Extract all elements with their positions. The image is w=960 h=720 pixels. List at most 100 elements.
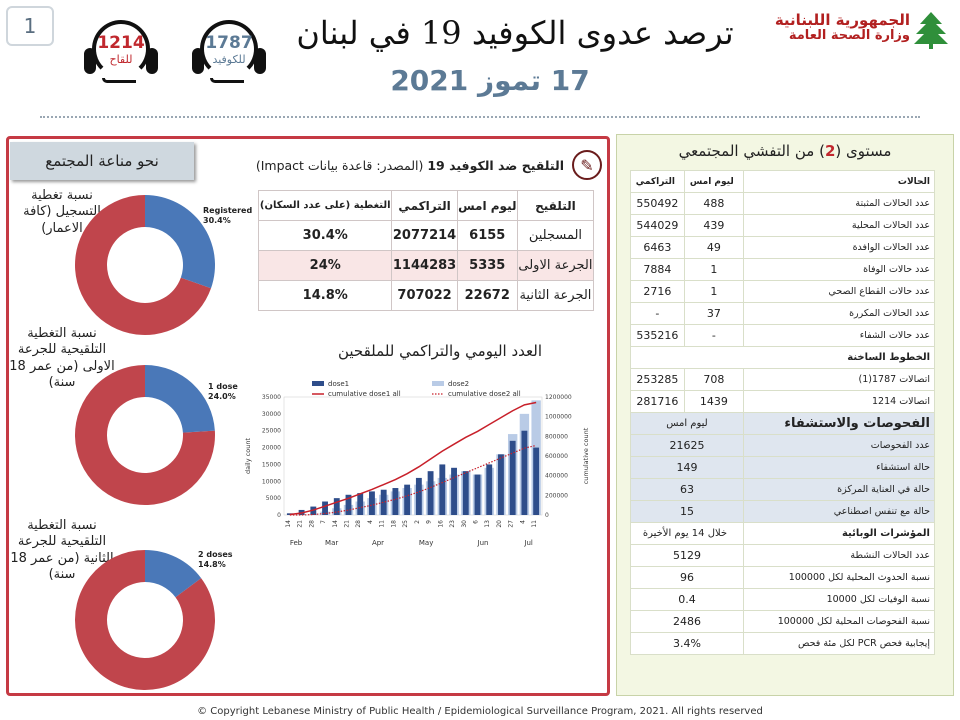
- donut-remaining-slice: [75, 550, 215, 690]
- covid-hotline-badge: 1787 للكوفيد: [182, 14, 276, 90]
- y-axis-left-label: daily count: [244, 438, 252, 474]
- x-day-tick: 28: [355, 520, 362, 528]
- legend-cum1-label: cumulative dose1 all: [328, 390, 401, 398]
- y-tick-right: 1000000: [545, 414, 572, 421]
- syringe-icon: ✎: [572, 150, 602, 180]
- y-tick-left: 10000: [262, 478, 281, 485]
- x-day-tick: 21: [344, 520, 351, 528]
- x-day-tick: 13: [484, 520, 491, 528]
- dose1-bar: [427, 471, 434, 515]
- dose1-bar: [533, 447, 540, 515]
- table-row: نسبة الحدوث المحلية لكل 100000 96: [630, 566, 936, 589]
- x-day-tick: 11: [379, 520, 386, 528]
- y-tick-right: 0: [545, 512, 549, 519]
- legend-dose2-label: dose2: [448, 380, 469, 388]
- table-row: عدد حالات الوفاة 1 7884: [630, 258, 936, 281]
- dose1-bar: [380, 489, 387, 515]
- y-tick-left: 30000: [262, 411, 281, 418]
- y-tick-right: 400000: [545, 473, 568, 480]
- dose1-donut-label: 1 dose 24.0%: [208, 382, 238, 402]
- community-immunity-label: نحو مناعة المجتمع: [10, 142, 194, 180]
- copyright-footer: © Copyright Lebanese Ministry of Public …: [197, 706, 763, 717]
- x-day-tick: 18: [390, 520, 397, 528]
- x-day-tick: 28: [308, 520, 315, 528]
- dose1-bar: [404, 484, 411, 515]
- dose1-bar: [369, 491, 375, 515]
- dose1-bar: [322, 501, 328, 515]
- y-tick-right: 200000: [545, 492, 568, 499]
- x-day-tick: 27: [508, 520, 515, 528]
- y-tick-right: 1200000: [545, 394, 572, 401]
- table-row: عدد الفحوصات 21625: [630, 434, 936, 457]
- dose1-bar: [521, 430, 528, 515]
- table-row: حالة مع تنفس اصطناعي 15: [630, 500, 936, 523]
- x-day-tick: 14: [285, 520, 292, 528]
- chart-title: العدد اليومي والتراكمي للملقحين: [337, 342, 543, 360]
- table-row: عدد الحالات النشطة 5129: [630, 544, 936, 567]
- dose1-bar: [451, 467, 457, 515]
- donut-covered-slice: [145, 365, 215, 433]
- dose2-donut-label: 2 doses 14.8%: [198, 550, 233, 570]
- table-row: نسبة الوفيات لكل 10000 0.4: [630, 588, 936, 611]
- x-day-tick: 9: [426, 520, 433, 524]
- registered-donut-chart: [74, 195, 215, 335]
- table-row: الجرعة الثانية 22672 707022 14.8%: [257, 280, 595, 311]
- cases-table: الحالات ليوم امس التراكمي عدد الحالات ال…: [630, 170, 936, 655]
- dose1-bar: [415, 477, 422, 515]
- table-row: عدد الحالات الوافدة 49 6463: [630, 236, 936, 259]
- y-axis-right-label: cumulative count: [582, 427, 590, 484]
- table-row: اتصالات 1787(1) 708 253285: [630, 368, 936, 391]
- header-divider: [40, 116, 920, 118]
- x-month-label: Jun: [477, 539, 489, 547]
- donut-remaining-slice: [74, 195, 212, 335]
- x-day-tick: 2: [414, 520, 421, 524]
- dose2-coverage-caption: نسبة التغطية التلقيحية للجرعة الثانية (م…: [10, 518, 114, 582]
- table-row: إيجابية فحص PCR لكل مئة فحص 3.4%: [630, 632, 936, 655]
- cumulative-dose1-line: [289, 401, 537, 516]
- daily-cumulative-chart: dose1 dose2 cumulative dose1 all cumulative…: [244, 380, 590, 547]
- dose1-bar: [439, 464, 446, 515]
- x-day-tick: 23: [449, 520, 456, 528]
- y-tick-left: 20000: [262, 445, 281, 452]
- dose1-bar: [392, 488, 399, 515]
- table-row: عدد حالات الشفاء -535216: [630, 324, 936, 347]
- y-tick-left: 15000: [262, 461, 281, 468]
- report-date: 17 تموز 2021: [390, 64, 590, 97]
- vaccine-hotline-number: 1214: [97, 32, 145, 53]
- dose1-coverage-caption: نسبة التغطية التلقيحية للجرعة الاولى (من…: [9, 326, 115, 390]
- x-month-label: Jul: [523, 539, 533, 547]
- x-day-tick: 20: [496, 520, 503, 528]
- x-day-tick: 11: [531, 520, 538, 528]
- legend-dose1-label: dose1: [328, 380, 349, 388]
- x-month-label: Feb: [290, 539, 303, 547]
- y-tick-left: 35000: [262, 394, 281, 401]
- donut-covered-slice: [145, 550, 202, 598]
- hotlines-header-row: الخطوط الساخنة: [630, 346, 935, 369]
- registered-donut-label: Registered 30.4%: [203, 206, 253, 226]
- dose1-bar: [345, 494, 352, 515]
- x-day-tick: 16: [437, 520, 444, 528]
- registration-coverage-caption: نسبة تغطية التسجيل (كافة الاعمار): [23, 188, 101, 236]
- x-day-tick: 7: [320, 520, 327, 524]
- donut-covered-slice: [145, 195, 215, 289]
- dose1-bar: [509, 440, 516, 515]
- x-day-tick: 14: [332, 520, 339, 528]
- x-day-tick: 25: [402, 520, 409, 528]
- page-title: ترصد عدوى الكوفيد 19 في لبنان: [296, 14, 734, 52]
- vaccine-hotline-label: للقاح: [109, 52, 133, 66]
- y-tick-left: 0: [277, 512, 281, 519]
- dose1-bar: [357, 493, 364, 515]
- covid-hotline-number: 1787: [205, 32, 253, 53]
- vaccination-heading: ✎ التلقيح ضد الكوفيد 19 (المصدر: قاعدة ب…: [244, 150, 602, 180]
- y-tick-left: 5000: [266, 495, 281, 502]
- y-tick-right: 600000: [545, 453, 568, 460]
- dose1-bar: [486, 464, 493, 515]
- legend-cum2-label: cumulative dose2 all: [448, 390, 521, 398]
- x-day-tick: 4: [367, 520, 374, 524]
- x-day-tick: 30: [461, 520, 468, 528]
- table-row: حالة استشفاء 149: [630, 456, 936, 479]
- dose1-bar: [498, 454, 504, 515]
- x-day-tick: 21: [297, 520, 304, 528]
- x-month-label: May: [419, 539, 433, 547]
- cumulative-dose2-line: [289, 444, 537, 516]
